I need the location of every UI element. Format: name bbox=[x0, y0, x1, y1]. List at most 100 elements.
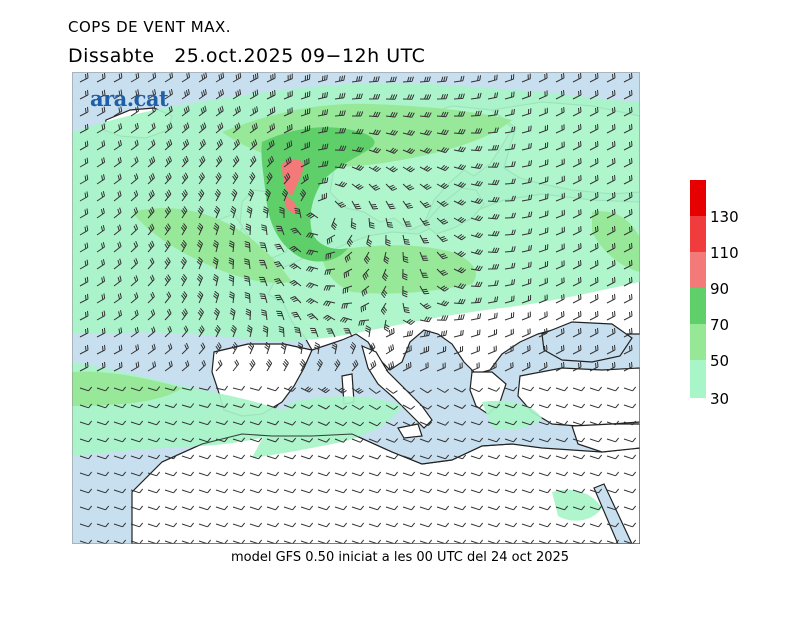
wind-barb bbox=[230, 324, 237, 338]
wind-barb bbox=[339, 317, 353, 323]
wind-barb bbox=[279, 206, 285, 218]
wind-barb bbox=[555, 386, 569, 392]
wind-barb bbox=[453, 345, 464, 355]
wind-barb bbox=[470, 404, 484, 409]
wind-barb bbox=[113, 207, 122, 219]
wind-barb bbox=[300, 522, 314, 528]
wind-barb bbox=[215, 403, 229, 408]
wind-barb bbox=[363, 251, 371, 265]
wind-barb bbox=[215, 522, 229, 528]
wind-barb bbox=[419, 454, 433, 460]
wind-barb bbox=[436, 522, 450, 528]
wind-barb bbox=[487, 179, 500, 186]
wind-barb bbox=[381, 285, 388, 299]
wind-barb bbox=[487, 74, 498, 83]
wind-barb bbox=[606, 293, 616, 304]
legend-label-90: 90 bbox=[710, 280, 730, 298]
legend-swatch-50 bbox=[690, 324, 706, 360]
wind-barb bbox=[130, 156, 139, 168]
wind-barb bbox=[504, 328, 514, 338]
wind-barb bbox=[521, 345, 531, 355]
wind-barb bbox=[419, 285, 430, 295]
wind-barb bbox=[589, 106, 599, 117]
wind-barb bbox=[180, 273, 188, 287]
wind-barb bbox=[419, 488, 433, 494]
wind-barb bbox=[147, 291, 155, 304]
wind-barb bbox=[309, 327, 319, 338]
wind-barb bbox=[317, 192, 327, 202]
wind-barb bbox=[453, 387, 467, 393]
wind-barb bbox=[276, 225, 285, 236]
wind-barb bbox=[181, 505, 195, 511]
wind-barb bbox=[198, 155, 206, 168]
wind-barb bbox=[368, 360, 377, 372]
wind-barb bbox=[249, 106, 259, 117]
wind-barb bbox=[232, 105, 241, 117]
wind-barb bbox=[113, 437, 127, 443]
wind-barb bbox=[79, 208, 89, 219]
land-north-africa bbox=[131, 433, 640, 544]
wind-barb bbox=[215, 471, 229, 477]
wind-barb bbox=[283, 124, 293, 134]
wind-barb bbox=[232, 359, 240, 372]
wind-barb bbox=[521, 403, 535, 409]
wind-barb bbox=[606, 488, 620, 494]
aracat-logo[interactable]: ara.cat bbox=[90, 86, 169, 111]
wind-barb bbox=[196, 273, 203, 287]
wind-barb bbox=[96, 293, 106, 304]
wind-barb bbox=[147, 156, 156, 168]
wind-barb bbox=[453, 362, 463, 372]
wind-barb bbox=[555, 158, 565, 168]
wind-barb bbox=[453, 216, 467, 224]
wind-barb bbox=[589, 522, 603, 528]
wind-barb bbox=[130, 488, 144, 494]
wind-barb bbox=[521, 261, 532, 270]
wind-barb bbox=[349, 341, 357, 355]
wind-barb bbox=[385, 488, 399, 494]
wind-barb bbox=[351, 75, 363, 83]
wind-barb bbox=[453, 471, 467, 477]
map-subtitle: Dissabte 25.oct.2025 09−12h UTC bbox=[68, 45, 425, 67]
wind-barb bbox=[436, 362, 446, 372]
legend-swatch-130 bbox=[690, 180, 706, 216]
wind-barb bbox=[453, 298, 466, 305]
wind-barb bbox=[113, 471, 127, 477]
wind-barb bbox=[215, 89, 224, 100]
wind-barb bbox=[623, 522, 637, 528]
wind-barb bbox=[606, 361, 616, 372]
wind-barb bbox=[317, 386, 330, 394]
wind-barb bbox=[130, 292, 139, 304]
wind-barb bbox=[147, 139, 156, 151]
wind-barb bbox=[79, 437, 93, 443]
wind-barb bbox=[385, 166, 398, 173]
wind-barb bbox=[334, 110, 346, 117]
wind-barb bbox=[419, 316, 432, 323]
wind-barb bbox=[419, 330, 431, 338]
wind-barb bbox=[79, 454, 93, 460]
wind-barb bbox=[487, 247, 500, 253]
wind-barb bbox=[266, 403, 280, 409]
wind-barb bbox=[352, 111, 364, 117]
wind-barb bbox=[334, 404, 348, 410]
wind-barb bbox=[589, 386, 603, 392]
wind-barb bbox=[572, 259, 582, 270]
wind-barb bbox=[504, 143, 516, 151]
wind-barb bbox=[606, 403, 620, 409]
wind-barb bbox=[317, 471, 331, 477]
wind-barb bbox=[198, 325, 205, 338]
wind-barb bbox=[232, 172, 239, 185]
wind-barb bbox=[623, 174, 633, 185]
wind-barb bbox=[113, 310, 122, 321]
wind-barb bbox=[290, 296, 302, 304]
wind-barb bbox=[334, 181, 348, 188]
wind-barb bbox=[231, 188, 238, 202]
wind-barb bbox=[623, 157, 633, 168]
wind-barb bbox=[436, 488, 450, 494]
wind-barb bbox=[300, 173, 309, 185]
wind-barb bbox=[96, 89, 106, 100]
legend-label-130: 130 bbox=[710, 208, 739, 226]
wind-barb bbox=[130, 437, 144, 443]
wind-barb bbox=[334, 505, 348, 511]
wind-barb bbox=[283, 73, 293, 83]
wind-barb bbox=[266, 139, 275, 151]
